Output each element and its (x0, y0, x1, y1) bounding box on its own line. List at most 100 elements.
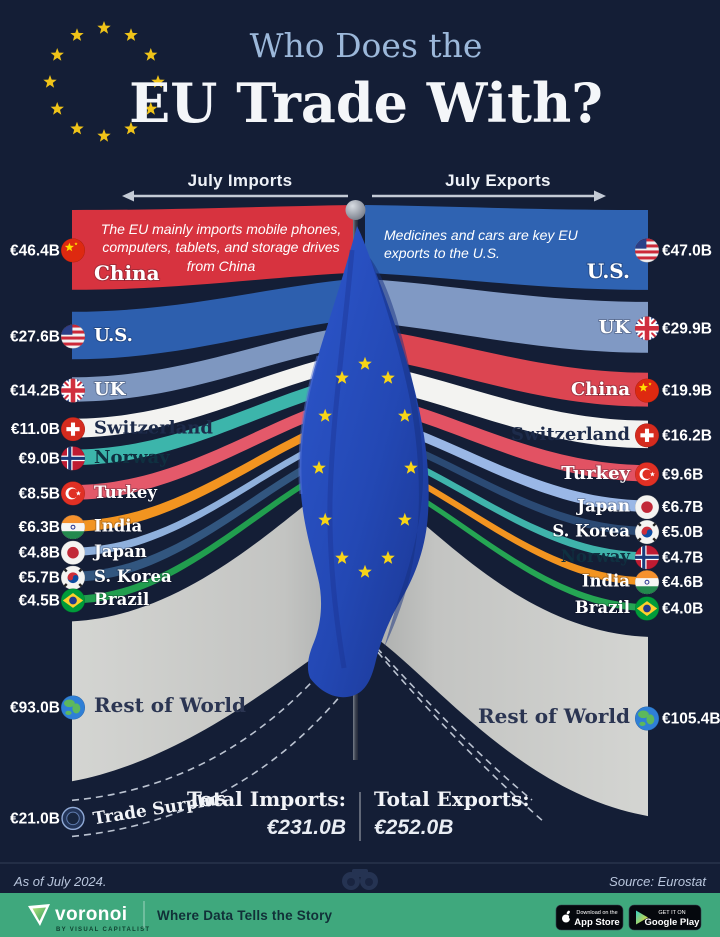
google-play-badge-bottom: Google Play (645, 917, 701, 928)
row-country-name: Turkey (94, 483, 157, 502)
row-value: €46.4B (10, 242, 60, 259)
flag-crease (327, 249, 355, 669)
google-play-badge-top: GET IT ON (658, 910, 685, 916)
flag-icon-japan (61, 540, 85, 565)
app-store-badge-bottom: App Store (574, 917, 619, 928)
flag-icon-skorea (61, 565, 85, 590)
ribbon-export-turkey (365, 392, 648, 482)
exports-annotation-text: Medicines and cars are key EU exports to… (384, 227, 578, 262)
star-icon (74, 242, 78, 246)
ribbon-import-uk (72, 325, 355, 402)
row-value: €9.0B (19, 450, 60, 467)
exports-annotation: Medicines and cars are key EU exports to… (384, 227, 578, 262)
row-country-name: Japan (575, 497, 630, 516)
app-store-badge-top: Download on the (576, 910, 617, 916)
row-country-name: UK (94, 379, 127, 400)
ribbon-export-japan (365, 412, 648, 512)
flag-fold-shadow (370, 258, 424, 648)
flag-icon-switzerland (635, 423, 659, 448)
flag-icon-norway (635, 545, 659, 570)
row-country-name: Turkey (561, 463, 630, 484)
ribbon-export-restofworld (365, 480, 648, 817)
flag-icon-skorea (635, 520, 659, 545)
star-icon (638, 382, 648, 392)
flag-icon-china (61, 238, 85, 263)
eu-star-icon (97, 129, 111, 142)
google-play-badge[interactable]: GET IT ON Google Play (628, 904, 702, 931)
watermark-logo-icon (342, 869, 378, 890)
flag-star-icon (318, 512, 332, 526)
ribbon-export-switzerland (365, 362, 648, 449)
flagpole-finial (345, 200, 366, 220)
trade-surplus-lower-edge (71, 648, 545, 838)
row-value: €105.4B (662, 711, 720, 728)
flag-icon-surplus (61, 806, 85, 831)
as-of-date: As of July 2024. (13, 874, 107, 889)
ribbon-import-turkey (72, 393, 355, 500)
ribbon-export-china (365, 328, 648, 407)
flag-icon-turkey (61, 481, 85, 506)
eu-star-icon (50, 48, 64, 61)
ribbon-export-uk (365, 278, 648, 353)
app-store-badge[interactable]: Download on the App Store (555, 904, 624, 931)
brand-name: voronoi (55, 904, 127, 925)
eu-star-icon (144, 48, 158, 61)
eu-stars-decoration (43, 21, 165, 142)
page-title-line2: EU Trade With? (129, 71, 603, 135)
row-country-name: U.S. (94, 325, 133, 346)
row-country-name: China (94, 261, 160, 285)
flag-star-icon (381, 370, 395, 384)
exports-arrow-icon (372, 190, 606, 202)
flag-icon-brazil (61, 588, 85, 613)
row-value: €11.0B (11, 421, 60, 438)
brand-subtitle: BY VISUAL CAPITALIST (56, 927, 150, 933)
imports-annotation-text: The EU mainly imports mobile phones, com… (100, 221, 342, 274)
trade-surplus-value: €21.0B (10, 810, 60, 827)
row-value: €4.7B (662, 549, 703, 566)
row-value: €93.0B (10, 700, 60, 717)
total-imports-value: €231.0B (267, 816, 346, 839)
google-play-icon (636, 910, 648, 925)
eu-star-icon (151, 75, 165, 88)
row-value: €19.9B (662, 383, 712, 400)
flag-star-icon (398, 512, 412, 526)
imports-annotation: The EU mainly imports mobile phones, com… (100, 221, 342, 274)
row-value: €47.0B (662, 242, 712, 259)
flag-star-icon (318, 408, 332, 422)
eu-star-icon (124, 121, 138, 135)
row-country-name: S. Korea (94, 567, 172, 586)
row-country-name: Brazil (575, 598, 630, 617)
flag-star-icon (335, 370, 349, 384)
flag-icon-turkey (635, 462, 659, 487)
row-country-name: S. Korea (552, 522, 630, 541)
flag-icon-brazil (635, 596, 659, 621)
total-exports-label: Total Exports: (374, 787, 530, 811)
row-value: €4.5B (19, 592, 60, 609)
row-country-name: Norway (94, 447, 170, 468)
row-value: €27.6B (10, 329, 60, 346)
eu-flag-stars (312, 356, 418, 578)
flag-icon-india (635, 570, 659, 595)
flag-icon-switzerland (61, 417, 85, 442)
row-country-name: Switzerland (94, 418, 213, 439)
ribbon-import-norway (72, 374, 355, 466)
ribbon-import-us (72, 278, 355, 360)
exports-column-header: July Exports (445, 171, 551, 190)
eu-star-icon (144, 102, 158, 115)
eu-star-icon (50, 102, 64, 115)
flag-icon-us (61, 324, 85, 349)
brand-tagline: Where Data Tells the Story (157, 908, 333, 923)
footer-bar: voronoi BY VISUAL CAPITALIST Where Data … (0, 893, 720, 937)
flag-icon-globe (61, 695, 85, 720)
total-exports-value: €252.0B (374, 816, 453, 839)
row-country-name: U.S. (587, 259, 630, 283)
flag-icon-norway (61, 446, 85, 471)
ribbon-export-us (365, 205, 648, 290)
row-country-name: Japan (92, 542, 147, 561)
flag-star-icon (381, 550, 395, 564)
row-labels: €46.4B China €27.6B U.S. €14.2B UK €11.0B Switz… (10, 238, 720, 731)
star-icon (649, 471, 655, 477)
row-country-name: Brazil (94, 590, 149, 609)
star-icon (64, 242, 74, 252)
star-icon (648, 382, 652, 386)
